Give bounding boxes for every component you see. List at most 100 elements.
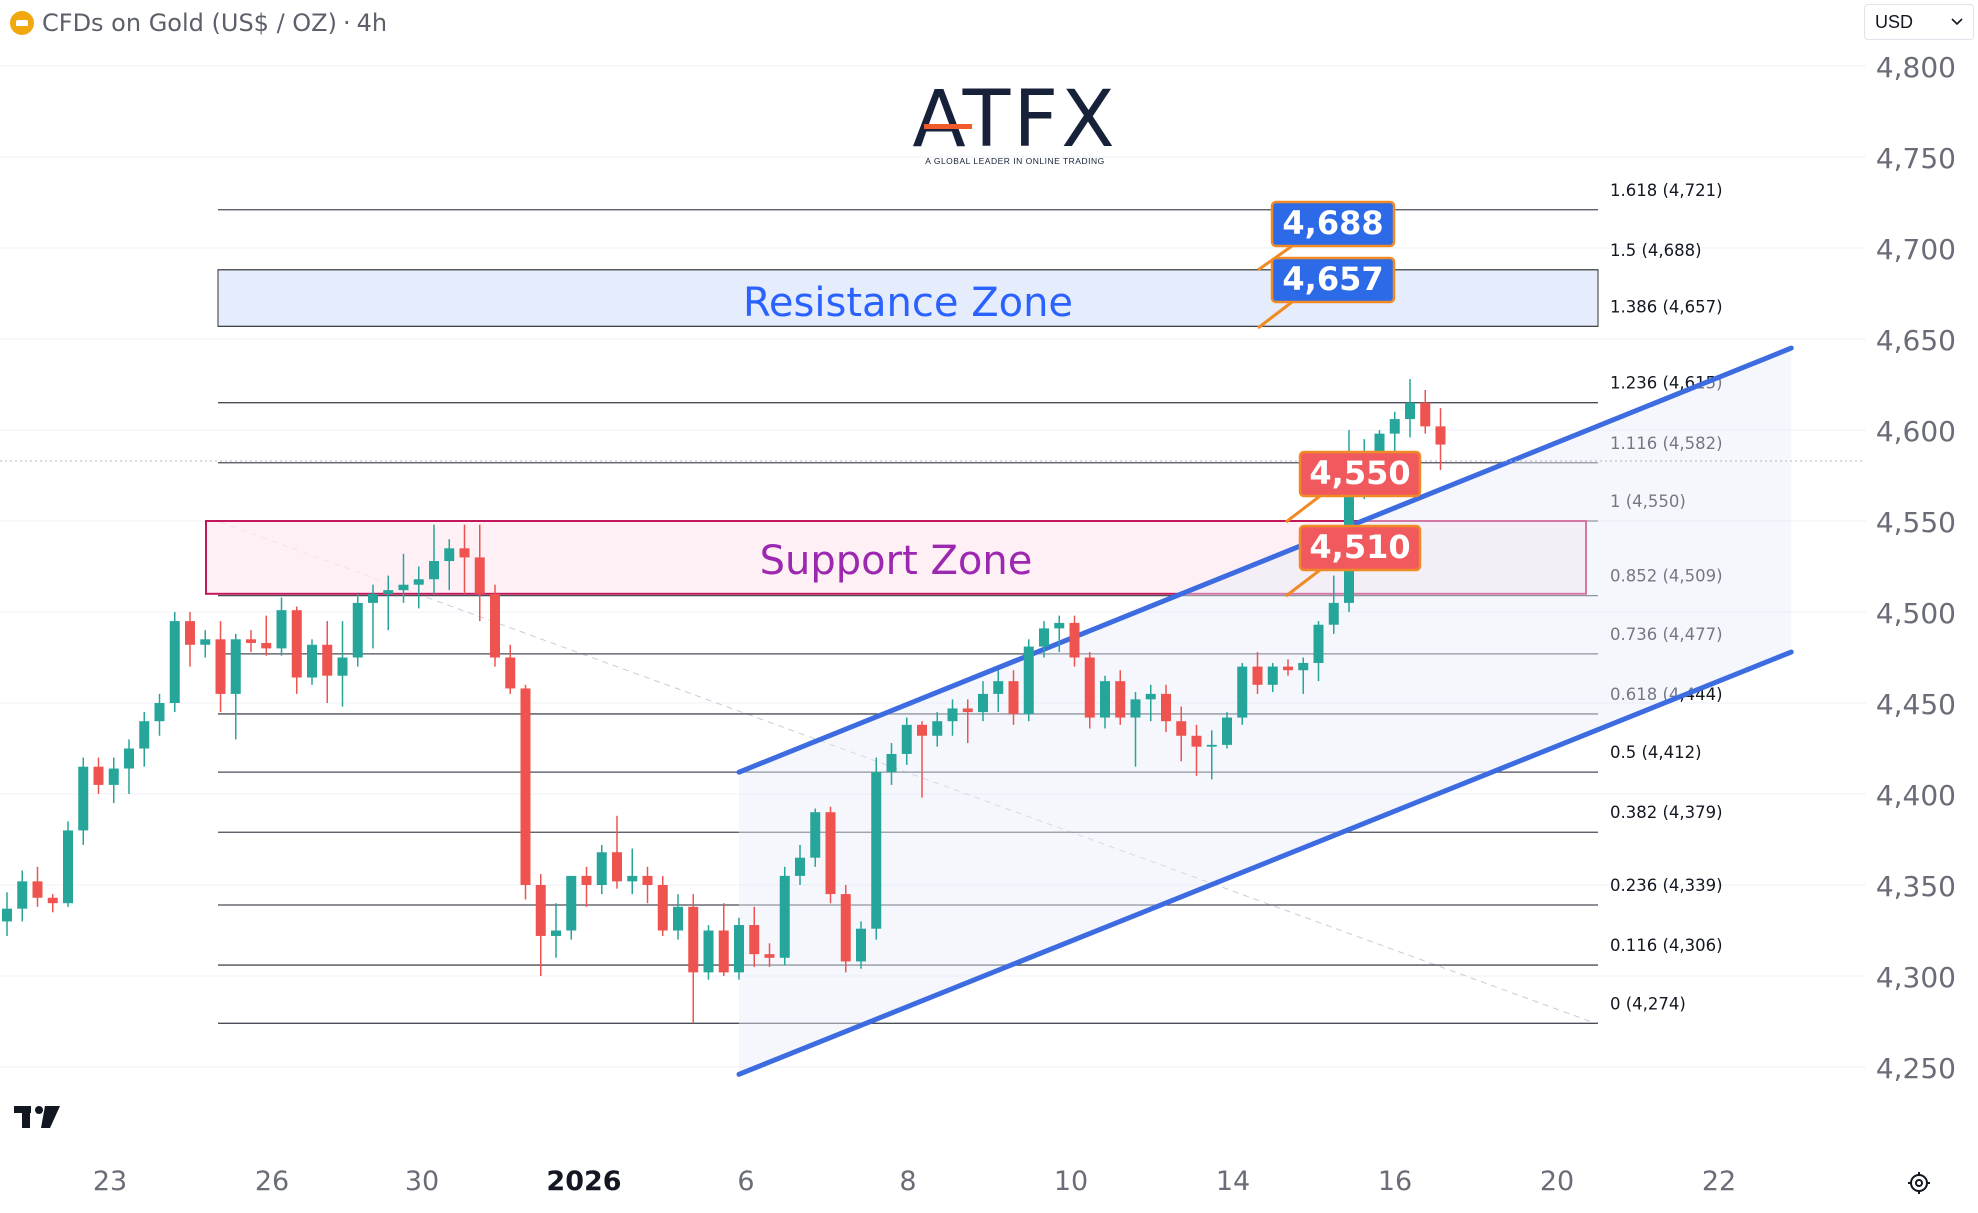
support-zone-label: Support Zone <box>760 538 1033 584</box>
fib-label: 0.852 (4,509) <box>1610 567 1723 586</box>
candle-body <box>734 925 744 973</box>
candle-body <box>1069 622 1080 658</box>
candle-body <box>490 593 500 658</box>
time-axis-tick: 30 <box>405 1166 439 1197</box>
fib-label: 1.116 (4,582) <box>1610 434 1723 453</box>
candle-body <box>322 644 333 676</box>
candle-body <box>246 639 256 643</box>
price-axis: 4,800 4,750 4,700 4,650 4,600 4,550 4,500 4,450… <box>1876 51 1956 1085</box>
candle-body <box>459 548 470 558</box>
candle-body <box>749 925 760 955</box>
settings-gear-icon[interactable] <box>1906 1170 1932 1196</box>
time-axis-tick: 26 <box>255 1166 289 1197</box>
time-axis-tick: 16 <box>1378 1166 1412 1197</box>
price-axis-tick: 4,500 <box>1876 597 1956 630</box>
price-axis-tick: 4,400 <box>1876 779 1956 812</box>
candle-body <box>185 621 195 645</box>
candle-body <box>1145 693 1156 700</box>
price-tags: 4,688 4,657 4,550 4,510 <box>1257 200 1422 598</box>
candle-body <box>901 724 912 754</box>
candle-body <box>764 954 775 958</box>
time-axis-tick: 14 <box>1216 1166 1250 1197</box>
atfx-logo-accent <box>924 124 972 129</box>
candle-body <box>1267 666 1278 685</box>
candle-body <box>1115 681 1126 718</box>
fib-label: 1 (4,550) <box>1610 492 1686 511</box>
candle-body <box>1206 744 1217 747</box>
fib-label: 0.382 (4,379) <box>1610 803 1723 822</box>
price-axis-tick: 4,600 <box>1876 415 1956 448</box>
candle-body <box>978 693 988 713</box>
fib-label: 1.5 (4,688) <box>1610 241 1702 260</box>
candle-body <box>47 897 58 904</box>
candle-body <box>1389 419 1400 434</box>
candle-body <box>612 852 622 882</box>
price-tag-box <box>1298 450 1422 498</box>
candle-body <box>93 766 104 785</box>
candle-body <box>429 561 439 580</box>
fib-label: 0.236 (4,339) <box>1610 876 1723 895</box>
candle-body <box>1084 657 1095 718</box>
fib-label: 0 (4,274) <box>1610 994 1686 1013</box>
chevron-down-icon <box>1951 18 1963 26</box>
tradingview-logo-icon[interactable] <box>14 1104 62 1132</box>
time-axis-tick: 23 <box>93 1166 127 1197</box>
candle-body <box>962 708 973 713</box>
candle-body <box>337 657 348 676</box>
price-axis-tick: 4,250 <box>1876 1052 1956 1085</box>
interval-label: 4h <box>356 9 388 37</box>
candle-body <box>1420 402 1431 427</box>
candle-body <box>673 906 683 931</box>
candle-body <box>230 639 241 694</box>
price-tag-box <box>1270 256 1396 304</box>
candle-body <box>1130 699 1141 718</box>
candle-body <box>1283 666 1293 671</box>
price-tag-leader <box>1285 494 1321 524</box>
candle-body <box>17 881 28 909</box>
candle-body <box>795 857 805 876</box>
candle-body <box>108 768 119 785</box>
price-tag-text: 4,510 <box>1309 528 1410 566</box>
currency-select[interactable]: USD <box>1864 4 1974 40</box>
candle-body <box>810 812 821 858</box>
candle-body <box>718 930 729 973</box>
price-axis-tick: 4,450 <box>1876 688 1956 721</box>
candle-body <box>1328 602 1339 625</box>
candle-body <box>154 703 165 722</box>
price-tag-box <box>1270 200 1396 248</box>
symbol-header[interactable]: CFDs on Gold (US$ / OZ) · 4h <box>10 8 387 38</box>
candle-body <box>1161 693 1171 722</box>
candle-body <box>932 721 943 736</box>
candle-body <box>505 657 516 689</box>
price-axis-tick: 4,650 <box>1876 324 1956 357</box>
candle-body <box>307 644 317 678</box>
candle-body <box>825 812 836 895</box>
candle-body <box>871 772 882 929</box>
candle-body <box>368 593 378 603</box>
candle-body <box>1023 646 1034 714</box>
candle-body <box>856 928 866 962</box>
candle-body <box>1008 681 1019 714</box>
candle-body <box>1374 433 1385 461</box>
channel-fill <box>739 348 1792 1075</box>
fib-label: 1.386 (4,657) <box>1610 297 1723 316</box>
price-axis-tick: 4,800 <box>1876 51 1956 84</box>
resistance-zone-label: Resistance Zone <box>743 280 1073 326</box>
candle-body <box>1298 662 1309 671</box>
fib-label: 0.116 (4,306) <box>1610 936 1723 955</box>
price-tag-text: 4,550 <box>1309 454 1410 492</box>
candle-body <box>1100 681 1110 718</box>
candle-body <box>200 639 211 645</box>
candles <box>2 379 1446 1024</box>
candle-body <box>261 642 272 649</box>
currency-value: USD <box>1875 11 1914 32</box>
candle-body <box>688 906 699 973</box>
time-axis-tick: 8 <box>899 1166 916 1197</box>
atfx-logo-text: ATFX <box>912 75 1117 165</box>
candle-body <box>581 875 592 885</box>
candle-body <box>1405 402 1415 420</box>
candle-body <box>352 602 363 658</box>
candle-body <box>535 885 546 936</box>
